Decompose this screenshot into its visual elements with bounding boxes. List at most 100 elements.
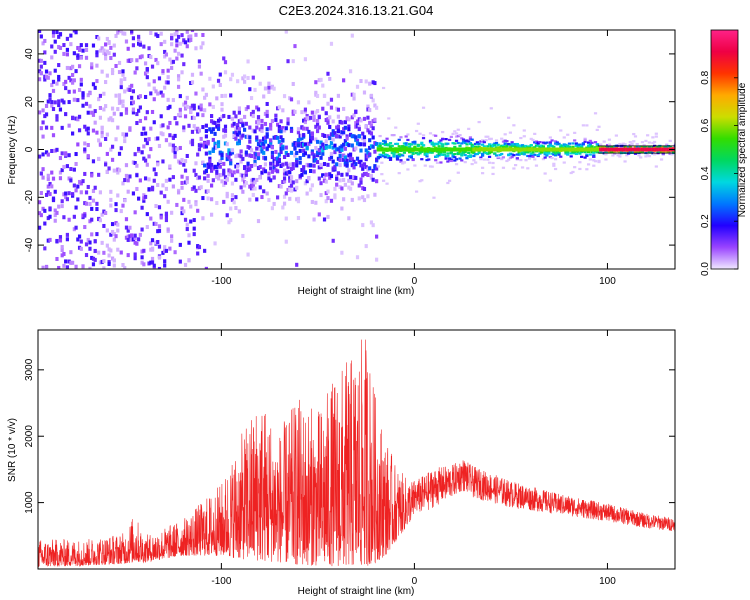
spectrogram-cell <box>272 163 276 168</box>
spectrogram-cell <box>644 155 648 158</box>
spectrogram-cell <box>104 210 108 215</box>
spectrogram-cell <box>437 152 441 155</box>
spectrogram-cell <box>152 167 156 172</box>
spectrogram-cell <box>505 159 509 163</box>
spectrogram-cell <box>211 104 215 109</box>
spectrogram-cell <box>388 145 393 148</box>
spectrogram-cell <box>256 156 261 161</box>
spectrogram-cell <box>236 141 240 146</box>
spectrogram-cell <box>421 144 426 147</box>
spectrogram-cell <box>246 76 250 81</box>
spectrogram-cell <box>402 151 407 154</box>
spectrogram-cell <box>421 137 426 140</box>
spectrogram-cell <box>98 48 103 53</box>
spectrogram-cell <box>276 308 279 312</box>
spectrogram-cell <box>95 130 99 135</box>
spectrogram-cell <box>329 198 334 203</box>
spectrogram-cell <box>411 151 415 155</box>
spectrogram-cell <box>286 163 290 168</box>
spectrogram-cell <box>168 164 172 169</box>
spectrogram-cell <box>157 205 162 210</box>
spectrogram-cell <box>110 229 115 234</box>
spectrogram-cell <box>350 115 354 120</box>
spectrogram-cell <box>282 201 287 206</box>
spectrogram-cell <box>114 137 118 142</box>
spectrogram-cell <box>654 165 658 168</box>
spectrogram-cell <box>230 197 235 202</box>
spectrogram-cell <box>173 116 177 121</box>
spectrogram-cell <box>468 138 473 141</box>
spectrogram-cell <box>156 239 160 244</box>
spectrogram-cell <box>260 170 264 175</box>
spectrogram-cell <box>208 127 212 132</box>
spectrogram-cell <box>251 75 255 80</box>
spectrogram-cell <box>538 141 542 144</box>
spectrogram-cell <box>343 146 347 151</box>
spectrogram-cell <box>350 143 354 148</box>
spectrogram-cell <box>77 245 82 250</box>
spectrogram-cell <box>474 161 478 164</box>
spectrogram-cell <box>366 104 370 109</box>
spectrogram-cell <box>163 194 167 199</box>
spectrogram-cell <box>196 126 200 131</box>
spectrogram-cell <box>444 138 448 141</box>
spectrogram-ridge-cell <box>514 147 518 152</box>
spectrogram-cell <box>355 255 360 260</box>
spectrogram-cell <box>522 129 526 132</box>
spectrogram-ridge-cell <box>547 147 551 152</box>
spectrogram-cell <box>489 137 493 140</box>
spectrogram-cell <box>348 175 353 180</box>
spectrogram-cell <box>65 52 69 57</box>
spectrogram-cell <box>343 120 347 125</box>
spectrogram-cell <box>368 138 372 143</box>
spectrogram-cell <box>143 61 148 66</box>
spectrogram-cell <box>65 47 69 52</box>
spectrogram-cell <box>319 145 323 150</box>
spectrogram-cell <box>282 176 287 181</box>
spectrogram-cell <box>38 154 42 159</box>
spectrogram-cell <box>560 145 565 148</box>
spectrogram-cell <box>189 37 193 42</box>
spectrogram-cell <box>326 120 330 125</box>
spectrogram-cell <box>640 141 645 144</box>
spectrogram-ridge-cell <box>414 147 419 152</box>
spectrogram-cell <box>190 115 195 120</box>
spectrogram-cell <box>154 172 158 177</box>
spectrogram-cell <box>494 141 499 145</box>
spectrogram-cell <box>131 110 136 115</box>
spectrogram-cell <box>381 139 386 143</box>
snr-frame <box>37 329 676 570</box>
spectrogram-cell <box>76 117 80 122</box>
spectrogram-cell <box>133 160 137 165</box>
spectrogram-cell <box>555 141 559 144</box>
spectrogram-cell <box>150 256 155 261</box>
spectrogram-cell <box>274 156 278 161</box>
spectrogram-cell <box>611 150 615 154</box>
spectrogram-cell <box>406 133 410 136</box>
spectrogram-cell <box>375 234 379 239</box>
spectrogram-cell <box>673 142 675 145</box>
spectrogram-cell <box>225 194 229 199</box>
spectrogram-cell <box>322 133 327 138</box>
spectrogram-cell <box>211 166 215 171</box>
spectrogram-cell <box>41 108 45 113</box>
spectrogram-cell <box>222 134 226 139</box>
spectrogram-cell <box>109 248 113 253</box>
spectrogram-ridge-cell <box>461 147 466 152</box>
spectrogram-cell <box>213 145 217 150</box>
spectrogram-cell <box>541 145 546 148</box>
spectrogram-cell <box>149 126 153 131</box>
spectrogram-cell <box>256 115 261 120</box>
spectrogram-cell <box>336 124 341 129</box>
spectrogram-cell <box>336 114 341 119</box>
spectrogram-cell <box>555 152 559 155</box>
spectrogram-cell <box>38 77 42 82</box>
spectrogram-cell <box>270 206 274 211</box>
spectrogram-cell <box>133 240 137 245</box>
spectrogram-cell <box>423 150 427 153</box>
spectrogram-cell <box>345 134 349 139</box>
spectrogram-cell <box>588 158 592 161</box>
spectrogram-ridge-cell <box>606 147 610 152</box>
spectrogram-ridge-cell <box>519 147 523 152</box>
spectrogram-cell <box>216 140 221 145</box>
